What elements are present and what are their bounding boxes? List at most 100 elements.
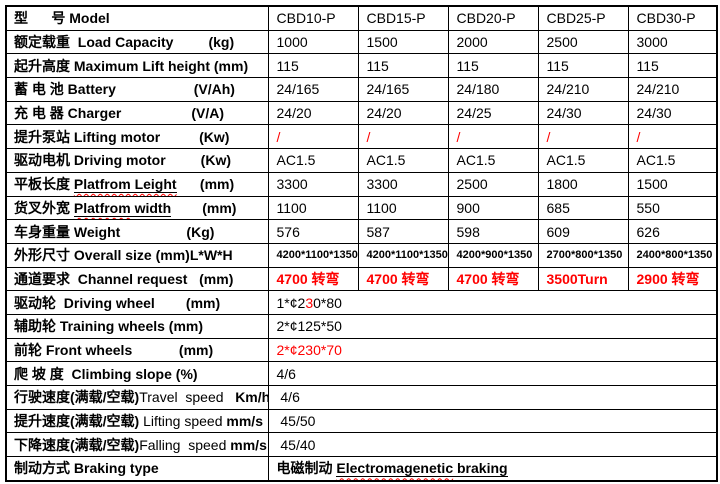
value-cell: AC1.5 xyxy=(267,148,359,173)
row-label-text: 货叉外宽 xyxy=(14,199,74,216)
table-row: 前轮 Front wheels (mm) 2*¢230*70 xyxy=(5,337,718,363)
value-cell: 24/20 xyxy=(357,100,449,126)
row-label-text: 前轮 Front wheels (mm) xyxy=(14,341,214,358)
row-label-text: 制动方式 Braking type xyxy=(14,460,159,477)
row-label: 提升速度(满载/空载) Lifting speed mm/s xyxy=(5,408,269,434)
row-label: 外形尺寸 Overall size (mm)L*W*H xyxy=(5,242,269,268)
table-row: 提升速度(满载/空载) Lifting speed mm/s 45/50 xyxy=(5,408,718,434)
row-label-text: Falling speed xyxy=(139,436,227,453)
row-label: 制动方式 Braking type xyxy=(5,456,269,482)
row-label: 通道要求 Channel request (mm) xyxy=(5,266,269,292)
row-label: 辅助轮 Training wheels (mm) xyxy=(5,313,269,339)
value-cell: 2900 转弯 xyxy=(627,266,718,292)
row-label-text: (mm) xyxy=(176,176,235,193)
row-label-text: Platfrom xyxy=(73,199,131,217)
row-label-text: (mm) xyxy=(171,199,237,216)
table-row: 平板长度 Platfrom Leight (mm) 3300 3300 2500 180… xyxy=(5,171,718,197)
row-label-text: Platfrom Leight xyxy=(73,176,177,194)
value-cell: 115 xyxy=(357,53,449,79)
value-text: 2*¢125*50 xyxy=(276,318,342,335)
row-label-text: 充 电 器 Charger (V/A) xyxy=(14,105,225,122)
table-row: 外形尺寸 Overall size (mm)L*W*H 4200*1100*135… xyxy=(5,242,718,268)
value-cell: 3000 xyxy=(627,29,718,55)
value-text: 1*¢2 xyxy=(276,294,306,311)
value-cell: / xyxy=(447,124,539,150)
value-cell: 24/20 xyxy=(267,100,359,126)
value-text: braking xyxy=(453,460,508,478)
table-row: 额定载重 Load Capacity (kg) 1000 1500 2000 2500 3… xyxy=(5,29,718,55)
table-row: 车身重量 Weight (Kg) 576 587 598 609 626 xyxy=(5,219,718,244)
value-cell: 685 xyxy=(537,195,629,221)
value-cell: 24/165 xyxy=(357,77,449,102)
value-cell: / xyxy=(537,124,629,150)
value-cell: 900 xyxy=(447,195,539,221)
value-cell: AC1.5 xyxy=(537,148,629,173)
value-cell: 2000 xyxy=(447,29,539,55)
value-cell-merged: 电磁制动 Electromagenetic braking xyxy=(267,456,718,482)
table-row: 驱动电机 Driving motor (Kw) AC1.5 AC1.5 AC1.5 AC… xyxy=(5,148,718,173)
value-cell: 609 xyxy=(537,219,629,244)
row-label-text: 蓄 电 池 Battery (V/Ah) xyxy=(14,81,235,98)
table-row: 型 号 Model CBD10-P CBD15-P CBD20-P CBD25-P CBD… xyxy=(5,5,718,31)
row-label: 车身重量 Weight (Kg) xyxy=(5,219,269,244)
value-cell: 587 xyxy=(357,219,449,244)
value-cell-merged: 45/50 xyxy=(267,408,718,434)
value-cell: 24/165 xyxy=(267,77,359,102)
value-cell: 2700*800*1350 xyxy=(537,242,629,268)
value-cell: 4700 转弯 xyxy=(357,266,449,292)
table-row: 通道要求 Channel request (mm) 4700 转弯 4700 转弯 4… xyxy=(5,266,718,292)
table-row: 充 电 器 Charger (V/A) 24/20 24/20 24/25 24/30 2… xyxy=(5,100,718,126)
value-cell: CBD10-P xyxy=(267,5,359,31)
value-text: 2*¢230*70 xyxy=(276,341,342,358)
value-text: Electromagenetic xyxy=(336,460,454,478)
value-cell: 24/210 xyxy=(537,77,629,102)
value-cell: / xyxy=(357,124,449,150)
row-label: 下降速度(满载/空载)Falling speed mm/s xyxy=(5,432,269,458)
row-label-text: 平板长度 xyxy=(14,176,74,193)
table-row: 爬 坡 度 Climbing slope (%) 4/6 xyxy=(5,361,718,386)
value-cell-merged: 4/6 xyxy=(267,361,718,386)
row-label-text: 型 号 Model xyxy=(14,10,110,27)
value-text: 4/6 xyxy=(276,365,296,382)
row-label-text: width xyxy=(130,199,172,217)
value-cell: CBD15-P xyxy=(357,5,449,31)
value-cell: 115 xyxy=(447,53,539,79)
value-cell: CBD20-P xyxy=(447,5,539,31)
row-label-text: 提升泵站 Lifting motor (Kw) xyxy=(14,128,230,145)
value-cell: 1000 xyxy=(267,29,359,55)
value-cell: 1100 xyxy=(357,195,449,221)
value-cell: 3300 xyxy=(357,171,449,197)
row-label-text: mm/s xyxy=(226,436,267,453)
row-label-text: 驱动轮 Driving wheel (mm) xyxy=(14,294,221,311)
row-label: 起升高度 Maximum Lift height (mm) xyxy=(5,53,269,79)
row-label-text: 通道要求 Channel request (mm) xyxy=(14,270,234,287)
row-label-text: 提升速度(满载/空载) xyxy=(14,413,144,430)
row-label-text: 辅助轮 Training wheels (mm) xyxy=(14,318,204,335)
table-row: 制动方式 Braking type 电磁制动 Electromagenetic b… xyxy=(5,456,718,482)
value-cell: / xyxy=(627,124,718,150)
value-cell: 1500 xyxy=(357,29,449,55)
value-cell: 4700 转弯 xyxy=(267,266,359,292)
row-label-text: Km/h xyxy=(223,389,268,406)
value-cell-merged: 2*¢230*70 xyxy=(267,337,718,363)
value-cell: 115 xyxy=(537,53,629,79)
value-cell: CBD25-P xyxy=(537,5,629,31)
value-text: 45/40 xyxy=(276,436,316,453)
row-label-text: 驱动电机 Driving motor (Kw) xyxy=(14,152,231,169)
value-cell: 24/30 xyxy=(627,100,718,126)
row-label-text: mm/s xyxy=(222,413,263,430)
value-text: 电磁制动 xyxy=(276,460,337,477)
value-cell: 576 xyxy=(267,219,359,244)
value-text: 45/50 xyxy=(276,413,316,430)
value-text: 0*80 xyxy=(313,294,342,311)
value-cell: / xyxy=(267,124,359,150)
value-cell: 4200*1100*1350 xyxy=(267,242,359,268)
table-row: 行驶速度(满载/空载)Travel speed Km/h 4/6 xyxy=(5,385,718,410)
value-cell: 4200*1100*1350 xyxy=(357,242,449,268)
value-cell: CBD30-P xyxy=(627,5,718,31)
table-row: 驱动轮 Driving wheel (mm) 1*¢230*80 xyxy=(5,290,718,315)
row-label: 蓄 电 池 Battery (V/Ah) xyxy=(5,77,269,102)
table-row: 辅助轮 Training wheels (mm) 2*¢125*50 xyxy=(5,313,718,339)
table-row: 下降速度(满载/空载)Falling speed mm/s 45/40 xyxy=(5,432,718,458)
row-label-text: Lifting speed xyxy=(143,413,223,430)
